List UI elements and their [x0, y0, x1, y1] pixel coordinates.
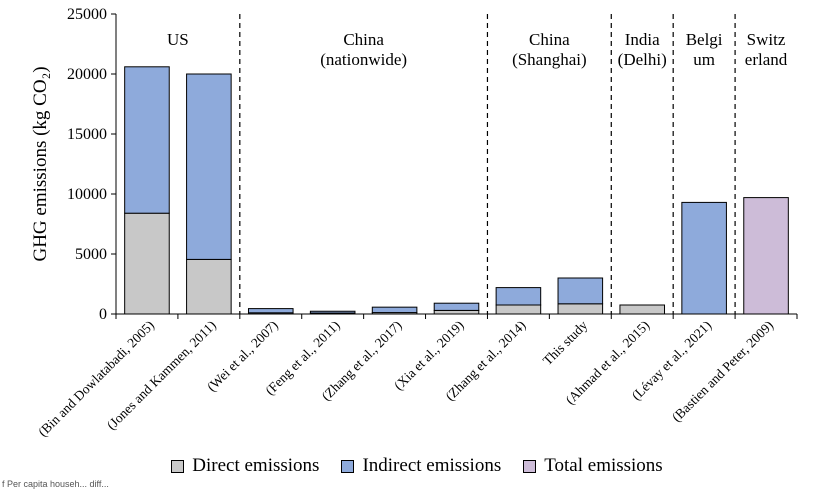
region-label-5-1: erland: [745, 50, 788, 69]
bar-indirect-3: [309, 310, 356, 314]
region-label-0-0: US: [167, 30, 189, 49]
bar-indirect-7: [557, 277, 604, 305]
bar-direct-7: [557, 303, 604, 315]
y-tick-label-1: 5000: [75, 246, 107, 263]
y-tick-label-0: 0: [99, 306, 107, 323]
legend-label-indirect: Indirect emissions: [362, 455, 502, 476]
y-axis-title: GHG emissions (kg CO₂): [30, 66, 51, 261]
bar-indirect-0: [124, 66, 170, 214]
region-label-4-0: Belgi: [686, 30, 723, 49]
x-tick-label-10: (Bastien and Peter, 2009): [669, 318, 776, 425]
legend-swatch-indirect: [341, 459, 355, 473]
region-label-1-1: (nationwide): [320, 50, 407, 69]
x-tick-label-7: This study: [540, 317, 591, 368]
region-label-4-1: um: [693, 50, 715, 69]
bar-indirect-2: [247, 308, 294, 314]
x-tick-label-0: (Bin and Dowlatabadi, 2005): [35, 318, 157, 440]
x-tick-label-1: (Jones and Kammen, 2011): [104, 318, 219, 433]
bar-direct-8: [619, 304, 666, 315]
y-tick-label-2: 10000: [67, 186, 107, 203]
bar-direct-6: [495, 304, 542, 315]
chart-canvas: US China(nationwide)China(Shanghai)India(…: [30, 6, 798, 440]
bar-indirect-9: [681, 201, 727, 315]
bar-total-10: [743, 197, 789, 315]
footnote: f Per capita househ... diff...: [2, 479, 109, 489]
bar-indirect-6: [495, 287, 542, 306]
legend-swatch-direct: [171, 459, 185, 473]
region-label-1-0: China: [343, 30, 384, 49]
legend-label-direct: Direct emissions: [192, 455, 320, 476]
bar-indirect-4: [371, 306, 418, 314]
legend-label-total: Total emissions: [544, 455, 663, 476]
legend-item-direct: Direct emissions: [171, 455, 319, 477]
y-tick-label-3: 15000: [67, 126, 107, 143]
legend-swatch-total: [523, 459, 537, 473]
region-label-5-0: Switz: [747, 30, 786, 49]
bar-indirect-1: [186, 73, 232, 260]
region-label-3-1: (Delhi): [618, 50, 667, 69]
legend-item-total: Total emissions: [523, 455, 663, 477]
region-label-3-0: India: [625, 30, 660, 49]
y-tick-label-4: 20000: [67, 66, 107, 83]
region-label-2-0: China: [529, 30, 570, 49]
bar-direct-5: [433, 309, 480, 315]
bar-direct-1: [186, 258, 232, 315]
bar-direct-0: [124, 212, 170, 315]
region-label-2-1: (Shanghai): [512, 50, 587, 69]
bar-indirect-5: [433, 302, 480, 311]
legend-item-indirect: Indirect emissions: [341, 455, 501, 477]
legend: Direct emissions Indirect emissions Tota…: [0, 452, 834, 480]
y-tick-label-5: 25000: [67, 6, 107, 23]
